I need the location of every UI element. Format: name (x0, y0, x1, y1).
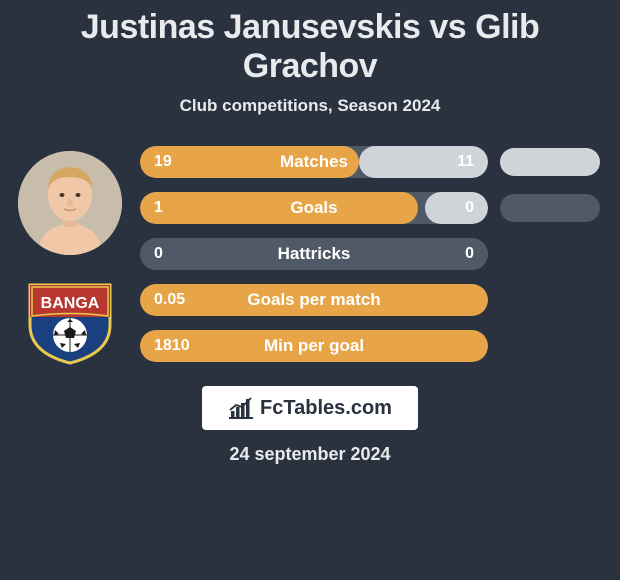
stat-bar-track: 0 0 Hattricks (140, 238, 488, 270)
comparison-main: BANGA 19 11 Matches 1 0 Goals 0 0 Hattricks 0.05 G… (10, 146, 610, 376)
stat-bar-track: 1 0 Goals (140, 192, 488, 224)
stat-bar-left (140, 192, 418, 224)
stat-pill (500, 194, 600, 222)
stat-bar-track: 1810 Min per goal (140, 330, 488, 362)
chart-icon (228, 397, 254, 419)
stat-value-left: 0 (154, 245, 163, 263)
stat-row: 19 11 Matches (140, 146, 600, 178)
stats-column: 19 11 Matches 1 0 Goals 0 0 Hattricks 0.05 Goals p… (130, 146, 610, 376)
stat-row: 0 0 Hattricks (140, 238, 600, 270)
stat-row: 1810 Min per goal (140, 330, 600, 362)
stat-value-left: 0.05 (154, 291, 185, 309)
stat-pill (500, 332, 600, 360)
stat-pill (500, 240, 600, 268)
stat-bar-right (425, 192, 488, 224)
stat-pill (500, 286, 600, 314)
stat-label: Hattricks (278, 244, 351, 264)
club-name-text: BANGA (41, 295, 100, 312)
stat-label: Goals (290, 198, 337, 218)
stat-row: 0.05 Goals per match (140, 284, 600, 316)
stat-label: Matches (280, 152, 348, 172)
page-title: Justinas Janusevskis vs Glib Grachov (10, 8, 610, 86)
stat-label: Goals per match (247, 290, 380, 310)
stat-bar-track: 0.05 Goals per match (140, 284, 488, 316)
stat-value-left: 1810 (154, 337, 190, 355)
stat-bar-track: 19 11 Matches (140, 146, 488, 178)
stat-label: Min per goal (264, 336, 364, 356)
stat-value-right: 11 (457, 153, 474, 171)
stat-row: 1 0 Goals (140, 192, 600, 224)
brand-text: FcTables.com (260, 397, 392, 420)
date-text: 24 september 2024 (10, 444, 610, 465)
left-column: BANGA (10, 146, 130, 365)
stat-value-right: 0 (465, 199, 474, 217)
stat-value-left: 1 (154, 199, 163, 217)
player-photo (18, 151, 122, 255)
stat-value-left: 19 (154, 153, 172, 171)
stat-value-right: 0 (465, 245, 474, 263)
subtitle: Club competitions, Season 2024 (10, 96, 610, 116)
club-logo: BANGA (20, 275, 120, 365)
brand-logo-box: FcTables.com (202, 386, 418, 430)
stat-pill (500, 148, 600, 176)
